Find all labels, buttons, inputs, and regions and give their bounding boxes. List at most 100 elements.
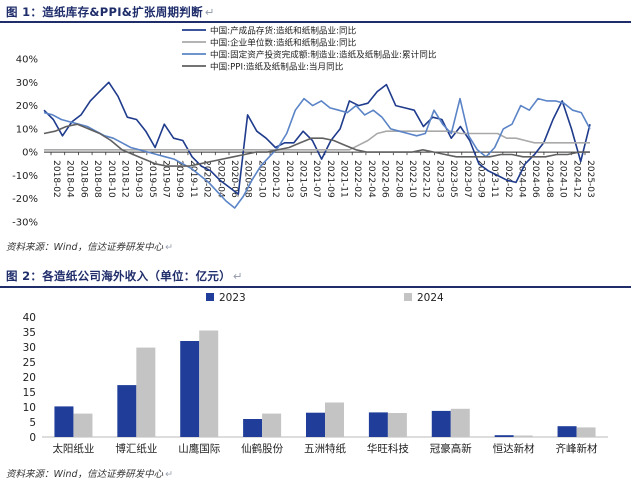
x-tick-label: 2022-08 <box>393 160 403 198</box>
y-tick-label: -20% <box>12 194 38 205</box>
legend-swatch-2023 <box>206 293 214 301</box>
x-tick-label: 2022-04 <box>366 160 376 198</box>
y-tick-label: 10 <box>23 402 36 414</box>
bar-2023-4 <box>243 419 263 437</box>
x-tick-label: 2021-07 <box>311 160 321 198</box>
x-tick-label: 2021-05 <box>297 160 307 198</box>
legend-label-3: 中国:固定资产投资完成额:制造业:造纸及纸制品业:累计同比 <box>210 49 437 61</box>
x-tick-label: 2020-06 <box>229 160 239 198</box>
x-tick-label: 2019-05 <box>147 160 157 198</box>
x-category-label: 恒达新材 <box>493 442 535 455</box>
x-category-label: 仙鹤股份 <box>241 442 283 455</box>
y-tick-label: 35 <box>23 327 36 339</box>
x-tick-label: 2024-12 <box>571 160 581 198</box>
x-category-label: 五洲特纸 <box>304 442 346 455</box>
x-tick-label: 2020-04 <box>215 160 225 198</box>
legend-label-2023: 2023 <box>219 292 246 304</box>
x-tick-label: 2021-11 <box>339 160 349 198</box>
x-tick-label: 2020-08 <box>243 160 253 198</box>
bar-2023-8 <box>494 435 514 437</box>
x-category-label: 冠豪高新 <box>430 442 472 455</box>
y-tick-label: -30% <box>12 218 38 229</box>
y-tick-label: -10% <box>12 171 38 182</box>
x-category-label: 太阳纸业 <box>52 442 94 455</box>
x-tick-label: 2021-03 <box>284 160 294 198</box>
x-tick-label: 2024-04 <box>517 160 527 198</box>
x-tick-label: 2023-09 <box>475 160 485 198</box>
legend-label-2024: 2024 <box>417 292 444 304</box>
x-tick-label: 2018-04 <box>65 160 75 198</box>
bar-2023-2 <box>117 385 137 437</box>
series-line-2 <box>44 130 590 151</box>
x-category-label: 华旺科技 <box>367 442 409 455</box>
x-category-label: 博汇纸业 <box>115 442 157 455</box>
x-tick-label: 2019-03 <box>133 160 143 198</box>
x-tick-label: 2018-06 <box>78 160 88 198</box>
y-tick-label: 0% <box>22 148 38 159</box>
x-tick-label: 2019-07 <box>161 160 171 198</box>
x-tick-label: 2023-05 <box>448 160 458 198</box>
x-tick-label: 2025-03 <box>585 160 595 198</box>
bar-2023-5 <box>306 412 325 437</box>
x-tick-label: 2024-02 <box>503 160 513 198</box>
legend-label-2: 中国:企业单位数:造纸和纸制品业:同比 <box>210 37 357 49</box>
x-tick-label: 2018-10 <box>106 160 116 198</box>
y-tick-label: 10% <box>16 124 38 135</box>
figure2-rule <box>0 286 631 288</box>
x-tick-label: 2020-02 <box>202 160 212 198</box>
bar-2024-3 <box>199 330 219 437</box>
x-tick-label: 2018-02 <box>51 160 61 198</box>
x-tick-label: 2020-10 <box>256 160 266 198</box>
bar-2023-6 <box>368 412 388 437</box>
bar-2024-9 <box>576 427 596 437</box>
figure1-rule <box>0 21 631 23</box>
x-tick-label: 2023-11 <box>489 160 499 198</box>
x-tick-label: 2018-12 <box>119 160 129 198</box>
y-tick-label: 25 <box>23 357 36 369</box>
bar-2023-7 <box>431 410 451 437</box>
x-tick-label: 2020-12 <box>270 160 280 198</box>
figure2-source: 资料来源：Wind，信达证券研发中心 ↵ <box>6 469 174 480</box>
bar-2023-3 <box>180 341 200 437</box>
series-line-4 <box>43 123 590 167</box>
legend-swatch-2024 <box>404 293 412 301</box>
y-tick-label: 40% <box>16 55 38 66</box>
x-category-label: 齐峰新材 <box>556 442 598 455</box>
y-tick-label: 15 <box>23 387 36 399</box>
bar-2024-5 <box>325 402 344 437</box>
x-tick-label: 2022-10 <box>407 160 417 198</box>
x-category-label: 山鹰国际 <box>178 442 220 455</box>
y-tick-label: 30 <box>23 342 36 354</box>
y-tick-label: 0 <box>29 432 36 444</box>
legend-label-4: 中国:PPI:造纸及纸制品业:当月同比 <box>210 61 344 73</box>
bar-2024-1 <box>73 413 93 437</box>
x-tick-label: 2024-10 <box>558 160 568 198</box>
x-tick-label: 2019-09 <box>174 160 184 198</box>
figure1-source: 资料来源：Wind，信达证券研发中心 ↵ <box>6 242 174 253</box>
figure2-title: 图 2：各造纸公司海外收入（单位：亿元） ↵ <box>6 269 243 283</box>
bar-2024-8 <box>513 435 533 437</box>
y-tick-label: 30% <box>16 78 38 89</box>
y-tick-label: 5 <box>29 417 36 429</box>
x-tick-label: 2022-02 <box>352 160 362 198</box>
x-tick-label: 2021-09 <box>325 160 335 198</box>
bar-2024-4 <box>262 413 282 437</box>
x-tick-label: 2024-06 <box>530 160 540 198</box>
x-tick-label: 2023-03 <box>434 160 444 198</box>
bar-2024-6 <box>387 413 407 437</box>
x-tick-label: 2018-08 <box>92 160 102 198</box>
figure2-bar-chart: 0 5 10 15 20 25 30 35 40 太阳纸业 博汇纸业 山鹰国际 仙鹤股份 五洲特纸 华旺科技… <box>23 292 608 455</box>
figure1-line-chart: 40% 30% 20% 10% 0% -10% -20% -30% 2018-02 2018-04… <box>12 25 595 229</box>
bar-2024-7 <box>450 408 470 437</box>
series-line-3 <box>43 97 591 209</box>
legend-label-1: 中国:产成品存货:造纸和纸制品业:同比 <box>210 25 357 37</box>
bar-2024-2 <box>136 347 156 437</box>
y-tick-label: 40 <box>23 312 36 324</box>
figure1-title: 图 1：造纸库存&PPI&扩张周期判断 ↵ <box>6 5 215 19</box>
x-tick-label: 2023-07 <box>462 160 472 198</box>
x-tick-label: 2022-12 <box>421 160 431 198</box>
bar-2023-1 <box>54 406 74 437</box>
x-tick-label: 2022-06 <box>380 160 390 198</box>
bar-2023-9 <box>557 426 577 437</box>
x-tick-label: 2019-11 <box>188 160 198 198</box>
